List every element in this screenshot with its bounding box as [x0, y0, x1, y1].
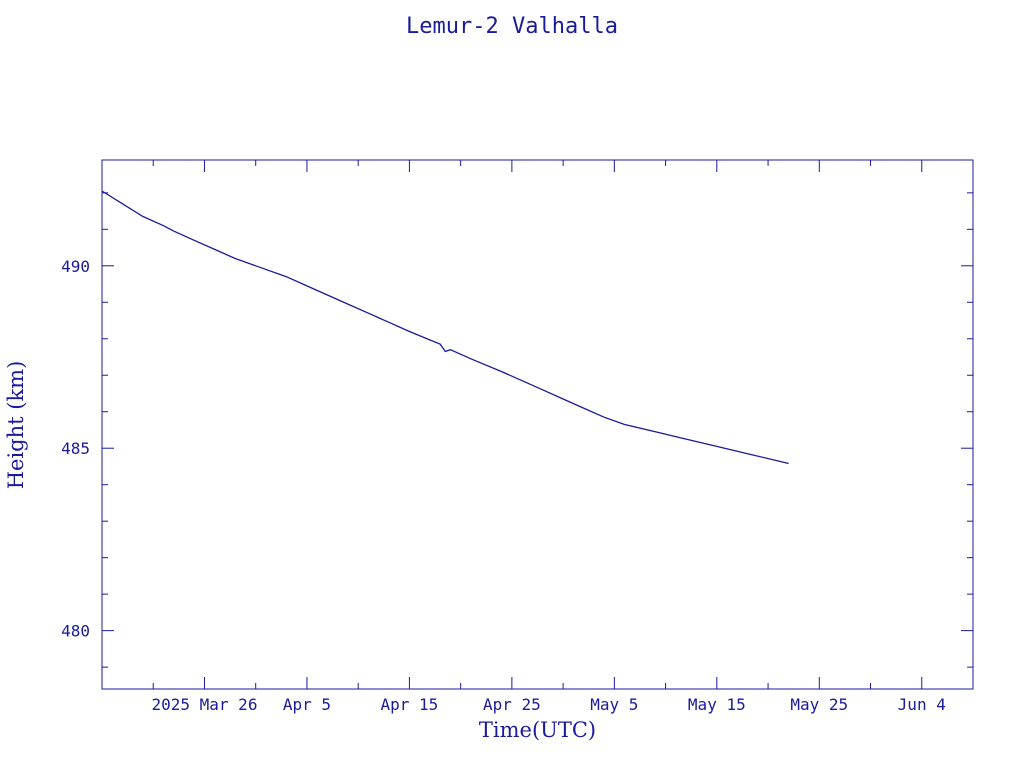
x-tick-label: May 25 [790, 695, 848, 714]
y-tick-label: 485 [61, 439, 90, 458]
x-tick-label: May 5 [590, 695, 638, 714]
y-tick-label: 490 [61, 257, 90, 276]
chart-title: Lemur-2 Valhalla [406, 14, 618, 39]
tick-labels: 480 485 490 2025 Mar 26 Apr 5 Apr 15 Apr 25 May… [61, 257, 946, 714]
y-tick-label: 480 [61, 622, 90, 641]
x-tick-label: May 15 [688, 695, 746, 714]
y-axis-label: Height (km) [4, 360, 28, 490]
x-tick-label: Apr 15 [381, 695, 439, 714]
x-axis-label: Time(UTC) [478, 718, 597, 742]
x-tick-label: Jun 4 [898, 695, 946, 714]
plot-frame [101, 159, 974, 690]
axis-ticks [102, 160, 974, 689]
series-group [101, 190, 789, 465]
x-tick-label: Apr 5 [283, 695, 331, 714]
series-line-0 [101, 190, 789, 465]
x-tick-label: 2025 Mar 26 [151, 695, 257, 714]
x-tick-label: Apr 25 [483, 695, 541, 714]
